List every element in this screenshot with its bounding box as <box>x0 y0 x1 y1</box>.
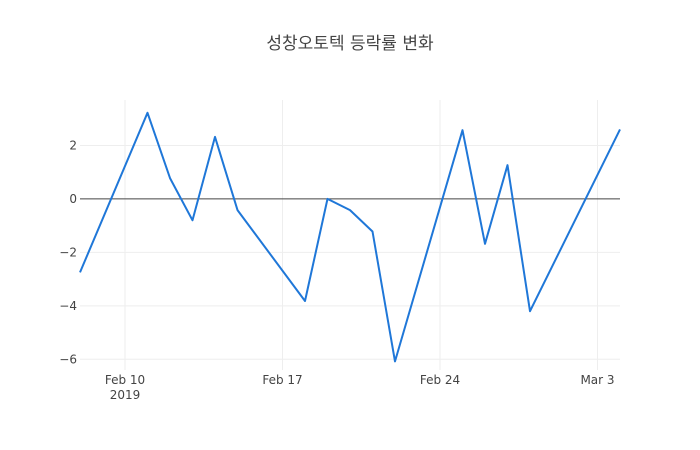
data-point[interactable] <box>77 269 83 275</box>
grid-layer <box>80 100 620 370</box>
x-tick-label: Feb 10 <box>105 373 145 387</box>
data-point[interactable] <box>617 126 623 132</box>
series-layer <box>77 110 623 364</box>
data-point[interactable] <box>212 134 218 140</box>
data-point[interactable] <box>392 358 398 364</box>
data-point[interactable] <box>235 207 241 213</box>
x-tick-label: Feb 24 <box>420 373 460 387</box>
data-point[interactable] <box>302 298 308 304</box>
data-point[interactable] <box>167 175 173 181</box>
data-point[interactable] <box>482 241 488 247</box>
data-point[interactable] <box>370 229 376 235</box>
x-tick-label: Mar 3 <box>580 373 614 387</box>
data-point[interactable] <box>505 162 511 168</box>
x-tick-sublabel: 2019 <box>110 388 141 402</box>
y-tick-label: −2 <box>59 245 77 259</box>
data-point[interactable] <box>325 196 331 202</box>
x-tick-label: Feb 17 <box>262 373 302 387</box>
data-point[interactable] <box>190 217 196 223</box>
data-point[interactable] <box>347 207 353 213</box>
y-tick-label: 0 <box>69 192 77 206</box>
chart-title: 성창오토텍 등락률 변화 <box>266 34 434 54</box>
y-tick-label: 2 <box>69 138 77 152</box>
data-point[interactable] <box>527 308 533 314</box>
data-point[interactable] <box>460 127 466 133</box>
y-tick-label: −6 <box>59 352 77 366</box>
data-point[interactable] <box>145 110 151 116</box>
series-line[interactable] <box>79 111 621 363</box>
y-tick-label: −4 <box>59 299 77 313</box>
